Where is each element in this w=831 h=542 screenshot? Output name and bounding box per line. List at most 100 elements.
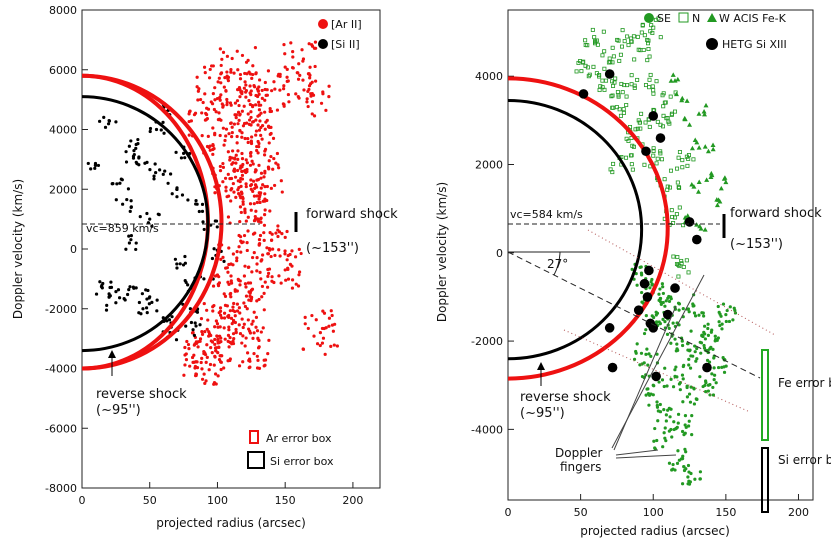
data-point [175,187,179,191]
cloud-point [283,252,287,256]
cloud-point [243,282,248,286]
cloud-point [646,47,651,52]
cloud-point [638,126,643,131]
cloud-point [127,234,131,238]
cloud-point [134,247,138,252]
cloud-point [624,103,629,108]
cloud-point [717,320,721,324]
right-angle-arc [553,251,561,276]
right-forward-shock-label: forward shock [730,206,822,221]
cloud-point [243,80,247,84]
cloud-point [258,119,262,123]
cloud-point [254,315,259,319]
cloud-point [727,319,732,324]
cloud-point [667,121,672,126]
cloud-point [684,98,690,103]
cloud-point [213,337,217,342]
cloud-point [244,158,248,162]
cloud-point [610,79,615,84]
cloud-point [261,199,265,203]
cloud-point [233,320,237,325]
cloud-point [291,50,295,54]
x-tick-label: 150 [715,506,736,519]
data-point [114,301,118,305]
cloud-point [248,294,252,298]
cloud-point [260,137,264,141]
data-point [702,343,706,348]
cloud-point [296,71,300,75]
cloud-point [676,155,681,160]
cloud-point [306,72,311,76]
cloud-point [247,357,252,361]
cloud-point [631,34,636,39]
cloud-point [230,322,234,326]
cloud-point [257,197,261,201]
cloud-point [718,323,722,328]
cloud-point [244,170,248,175]
cloud-point [260,88,264,93]
cloud-point [253,214,257,219]
cloud-point [650,283,654,287]
cloud-point [196,89,200,93]
cloud-point [228,101,233,105]
cloud-point [671,385,676,389]
cloud-point [148,129,152,134]
left-reverse-shock-arrowhead [108,350,116,358]
cloud-point [117,296,122,300]
cloud-point [314,318,318,322]
cloud-point [616,38,621,43]
cloud-point [660,282,664,286]
cloud-point [262,291,266,295]
cloud-point [714,381,718,385]
data-point [593,38,598,43]
cloud-point [174,338,179,342]
cloud-point [320,326,325,331]
data-point [186,283,190,287]
cloud-point [211,142,215,147]
cloud-point [684,467,688,471]
cloud-point [211,152,215,156]
cloud-point [200,329,204,334]
cloud-point [199,97,203,102]
cloud-point [227,325,231,329]
cloud-point [690,433,694,437]
cloud-point [271,247,275,251]
cloud-point [276,234,280,239]
right-reverse-shock-label: reverse shock [520,390,611,405]
cloud-point [247,298,251,302]
cloud-point [649,354,653,358]
cloud-point [263,192,267,196]
cloud-point [199,317,204,321]
data-point [680,339,684,343]
cloud-point [675,76,681,82]
cloud-point [278,254,282,258]
cloud-point [234,327,238,332]
cloud-point [235,302,239,306]
cloud-point [248,84,252,88]
cloud-point [255,354,259,358]
cloud-point [277,274,281,278]
cloud-point [649,23,654,28]
cloud-point [611,54,616,59]
cloud-point [671,462,675,467]
cloud-point [239,90,243,94]
data-point [191,328,195,332]
cloud-point [296,94,300,99]
cloud-point [257,237,262,242]
cloud-point [191,360,195,365]
cloud-point [261,253,265,257]
cloud-point [254,71,258,75]
cloud-point [681,454,685,458]
cloud-point [698,477,702,481]
cloud-point [238,95,242,99]
cloud-point [222,326,226,330]
cloud-point [711,385,715,390]
cloud-point [273,253,277,257]
cloud-point [639,351,644,355]
cloud-point [207,330,211,334]
data-point [93,163,98,167]
cloud-point [211,284,216,288]
cloud-point [318,343,322,348]
cloud-point [213,219,217,223]
cloud-point [265,198,269,203]
